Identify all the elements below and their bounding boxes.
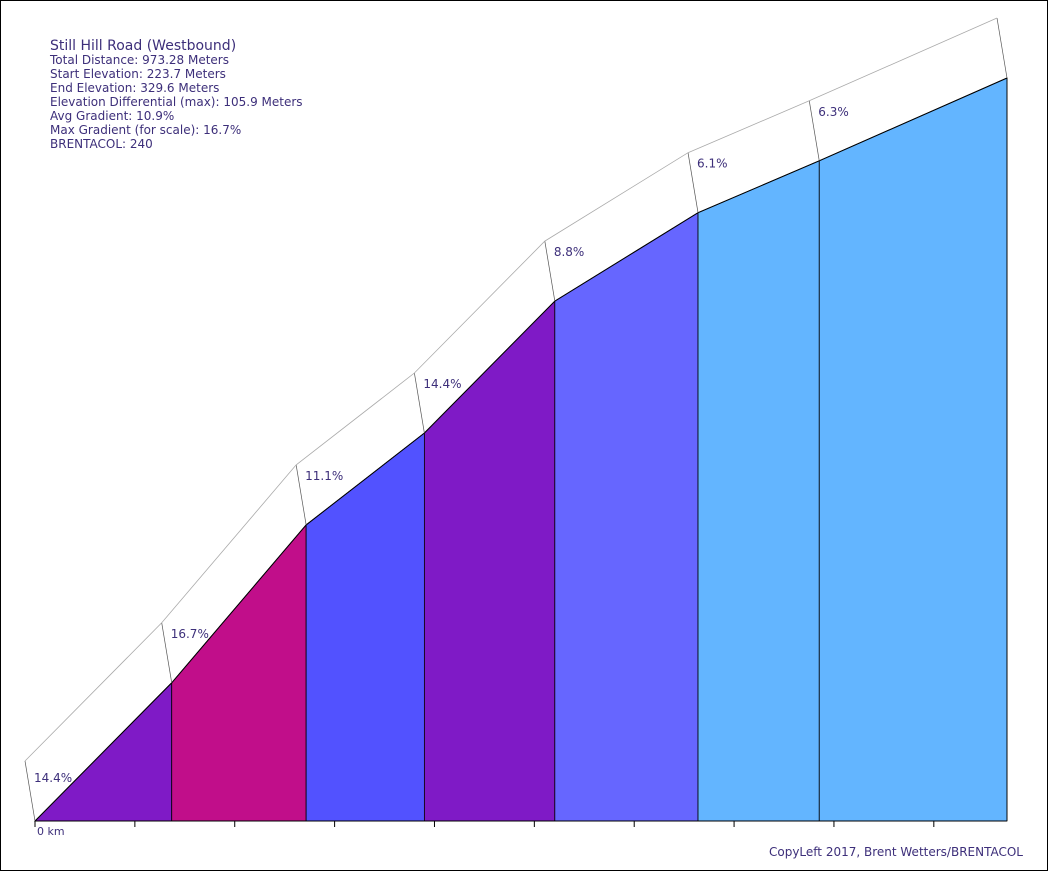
x-axis: 0 km xyxy=(34,820,1007,838)
stat-start-elevation: Start Elevation: 223.7 Meters xyxy=(50,67,226,81)
stat-end-elevation: End Elevation: 329.6 Meters xyxy=(50,81,219,95)
copyright-text: CopyLeft 2017, Brent Wetters/BRENTACOL xyxy=(769,845,1023,859)
gradient-label-7: 6.3% xyxy=(818,105,849,119)
x-tick-label-0: 0 km xyxy=(37,825,65,838)
gradient-labels: 14.4% 16.7% 11.1% 14.4% 8.8% 6.1% 6.3% xyxy=(34,105,849,785)
band-divider-1 xyxy=(24,760,36,822)
stat-elevation-differential: Elevation Differential (max): 105.9 Mete… xyxy=(50,95,303,109)
gradient-label-3: 11.1% xyxy=(305,469,343,483)
band-divider-4 xyxy=(414,372,425,434)
band-divider-3 xyxy=(295,464,307,525)
gradient-label-4: 14.4% xyxy=(423,377,461,391)
stat-max-gradient: Max Gradient (for scale): 16.7% xyxy=(50,123,241,137)
band-divider-end xyxy=(996,17,1008,79)
segment-area-2 xyxy=(171,523,307,822)
band-divider-2 xyxy=(161,622,173,683)
chart-title: Still Hill Road (Westbound) xyxy=(50,38,236,54)
profile-outline xyxy=(34,77,1008,822)
band-top-line xyxy=(24,17,998,762)
segment-area-7 xyxy=(818,77,1008,822)
band-divider-6 xyxy=(687,152,699,213)
segment-area-5 xyxy=(554,211,699,822)
gradient-label-6: 6.1% xyxy=(697,157,728,171)
stat-total-distance: Total Distance: 973.28 Meters xyxy=(49,53,229,67)
segment-area-6 xyxy=(697,160,820,822)
gradient-label-5: 8.8% xyxy=(554,245,585,259)
stat-avg-gradient: Avg Gradient: 10.9% xyxy=(50,109,174,123)
gradient-label-1: 14.4% xyxy=(34,771,72,785)
segment-areas xyxy=(34,77,1008,822)
band-divider-7 xyxy=(808,100,820,161)
stat-brentacol: BRENTACOL: 240 xyxy=(50,137,153,151)
gradient-label-2: 16.7% xyxy=(171,627,209,641)
gradient-label-band xyxy=(24,17,1008,822)
segment-area-3 xyxy=(305,432,425,822)
band-divider-5 xyxy=(544,241,556,302)
